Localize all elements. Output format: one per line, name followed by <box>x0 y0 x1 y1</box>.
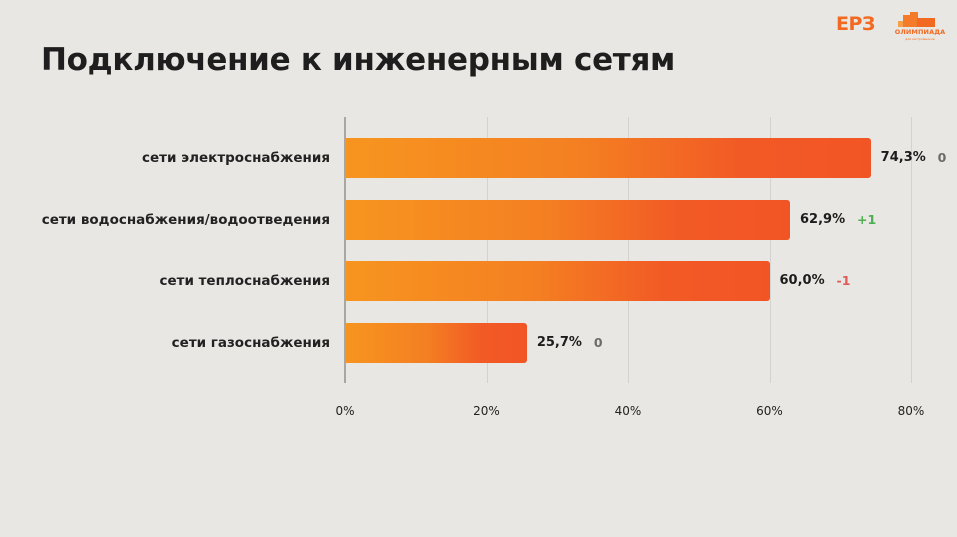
bar-row-electricity: сети электроснабжения 74,3% 0 <box>0 138 957 178</box>
category-label: сети электроснабжения <box>141 150 330 166</box>
gridline <box>487 117 488 383</box>
category-label: сети теплоснабжения <box>159 273 330 289</box>
bar <box>345 200 791 240</box>
x-tick-label: 0% <box>335 404 355 418</box>
bar <box>345 323 527 363</box>
delta-label: 0 <box>937 150 947 165</box>
bar-row-heating: сети теплоснабжения 60,0% -1 <box>0 261 957 301</box>
gridline <box>628 117 629 383</box>
delta-label: 0 <box>593 335 603 350</box>
x-tick-label: 60% <box>756 404 783 418</box>
bar <box>345 261 770 301</box>
category-label: сети водоснабжения/водоотведения <box>41 212 330 228</box>
building-icon <box>910 12 918 18</box>
bar-row-gas: сети газоснабжения 25,7% 0 <box>0 323 957 363</box>
value-label: 60,0% <box>779 273 825 288</box>
building-icon <box>898 21 904 27</box>
value-label: 74,3% <box>880 150 926 165</box>
olympiad-logo: ОЛИМПИАДА для застройщиков <box>890 11 950 43</box>
olympiad-logo-text: ОЛИМПИАДА <box>894 28 946 36</box>
x-tick-label: 20% <box>473 404 500 418</box>
y-axis-line <box>344 117 346 383</box>
value-label: 62,9% <box>800 212 846 227</box>
x-tick-label: 40% <box>614 404 642 418</box>
page-title: Подключение к инженерным сетям <box>41 42 676 78</box>
bar-row-water: сети водоснабжения/водоотведения 62,9% +… <box>0 200 957 240</box>
category-label: сети газоснабжения <box>171 335 330 351</box>
bar <box>345 138 871 178</box>
value-label: 25,7% <box>536 335 582 350</box>
delta-label: +1 <box>857 212 877 227</box>
x-tick-label: 80% <box>897 404 925 418</box>
olympiad-logo-subtext: для застройщиков <box>905 37 935 41</box>
building-icon <box>903 15 917 27</box>
erz-logo: ЕРЗ <box>836 13 875 35</box>
gridline <box>770 117 771 383</box>
delta-label: -1 <box>836 273 851 288</box>
gridline <box>911 117 912 383</box>
building-icon <box>917 18 935 27</box>
